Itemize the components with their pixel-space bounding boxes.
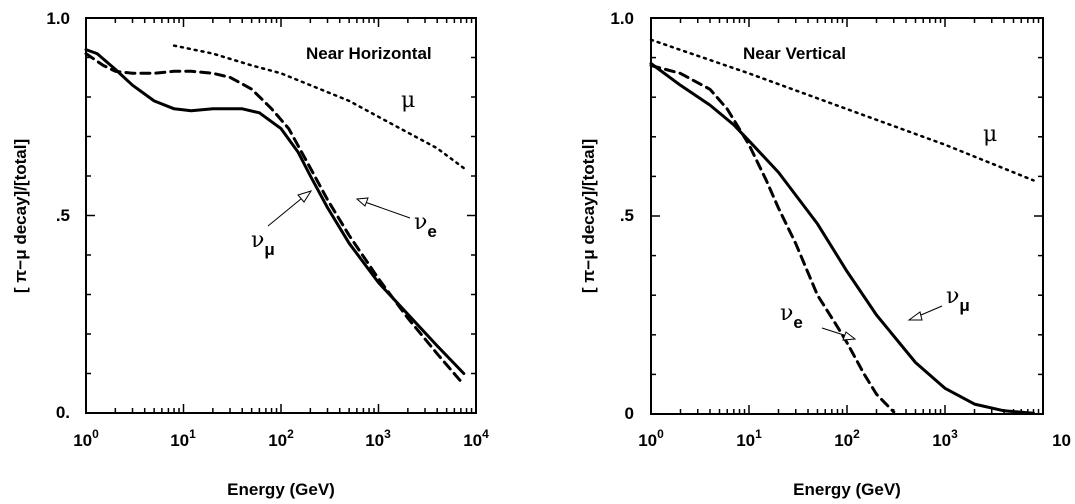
y-tick-label: 1.0: [610, 9, 634, 28]
series-line-nu-mu: [84, 48, 466, 375]
chart-title: Near Vertical: [743, 44, 846, 63]
annotation-nu-e: νe: [414, 210, 437, 241]
x-tick-label: 100: [638, 427, 664, 450]
chart-title: Near Horizontal: [306, 44, 432, 63]
annotation-nu-mu: νμ: [946, 284, 970, 315]
annotation-arrow: [355, 197, 411, 219]
x-tick-label: 103: [365, 427, 391, 450]
annotation-arrow: [821, 327, 857, 341]
curves: [84, 44, 466, 383]
panel-near-vertical: Near Vertical 1.0 .5 0 100 101 102 103 1…: [579, 9, 1071, 499]
annotation-arrow: [907, 305, 943, 321]
series-line-mu: [172, 44, 466, 170]
x-tick-label: 104: [463, 427, 489, 450]
y-tick-label: .5: [56, 206, 70, 225]
y-tick-label: 0: [625, 404, 634, 423]
x-tick-label: 100: [73, 427, 99, 450]
plot-frame: [650, 17, 1044, 415]
y-axis-label: [ π−μ decay]/[total]: [11, 139, 30, 293]
tick-marks: [85, 17, 477, 414]
y-axis-label: [ π−μ decay]/[total]: [579, 139, 598, 293]
panel-near-horizontal: Near Horizontal 1.0 .5 0. 100 101 102 10…: [11, 9, 489, 499]
y-tick-label: 1.0: [46, 9, 70, 28]
annotation-mu: μ: [983, 122, 997, 147]
y-tick-label: .5: [620, 206, 634, 225]
x-axis-label: Energy (GeV): [793, 480, 901, 499]
x-tick-label: 10: [1052, 431, 1071, 450]
x-tick-label: 101: [736, 427, 762, 450]
x-tick-label: 101: [170, 427, 196, 450]
annotation-arrow: [267, 190, 313, 227]
tick-marks: [650, 17, 1044, 415]
annotation-nu-mu: νμ: [251, 228, 275, 259]
series-line-nu-e: [84, 52, 463, 383]
series-line-nu-mu: [649, 62, 1035, 415]
y-tick-label: 0.: [56, 403, 70, 422]
x-tick-label: 102: [834, 427, 860, 450]
curves: [649, 38, 1035, 415]
annotation-nu-e: νe: [780, 301, 803, 332]
x-axis-label: Energy (GeV): [227, 480, 335, 499]
series-line-mu: [649, 38, 1035, 182]
annotation-mu: μ: [401, 88, 415, 113]
series-line-nu-e: [649, 64, 896, 414]
x-tick-label: 103: [932, 427, 958, 450]
x-tick-label: 102: [268, 427, 294, 450]
